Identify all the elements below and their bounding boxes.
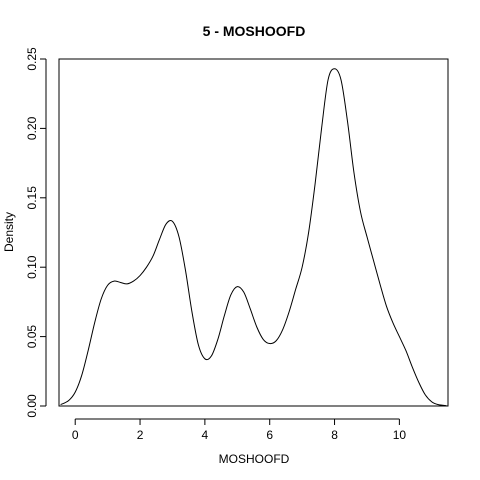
x-tick-label: 0 bbox=[72, 428, 79, 442]
x-axis-label: MOSHOOFD bbox=[219, 452, 290, 466]
plot-frame bbox=[58, 58, 449, 407]
y-tick-label: 0.25 bbox=[25, 47, 39, 71]
y-tick-label: 0.00 bbox=[25, 394, 39, 418]
y-tick-label: 0.15 bbox=[25, 186, 39, 210]
x-tick-label: 8 bbox=[331, 428, 338, 442]
x-tick-label: 2 bbox=[137, 428, 144, 442]
y-tick-label: 0.10 bbox=[25, 255, 39, 279]
x-tick-label: 10 bbox=[393, 428, 407, 442]
y-axis: 0.00 0.05 0.10 0.15 0.20 0.25 bbox=[25, 47, 47, 418]
x-tick-label: 6 bbox=[266, 428, 273, 442]
x-axis: 0 2 4 6 8 10 bbox=[72, 418, 407, 442]
density-line bbox=[60, 68, 447, 407]
y-axis-label: Density bbox=[2, 212, 16, 252]
chart-title: 5 - MOSHOOFD bbox=[203, 23, 306, 39]
y-tick-label: 0.20 bbox=[25, 116, 39, 140]
x-tick-label: 4 bbox=[202, 428, 209, 442]
y-tick-label: 0.05 bbox=[25, 325, 39, 349]
